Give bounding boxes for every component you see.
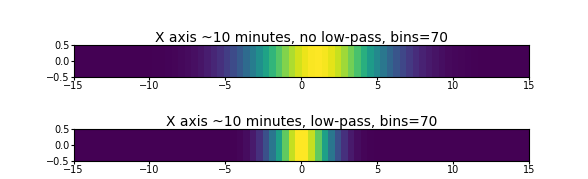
Title: X axis ~10 minutes, no low-pass, bins=70: X axis ~10 minutes, no low-pass, bins=70 xyxy=(155,31,448,45)
Title: X axis ~10 minutes, low-pass, bins=70: X axis ~10 minutes, low-pass, bins=70 xyxy=(166,115,437,129)
